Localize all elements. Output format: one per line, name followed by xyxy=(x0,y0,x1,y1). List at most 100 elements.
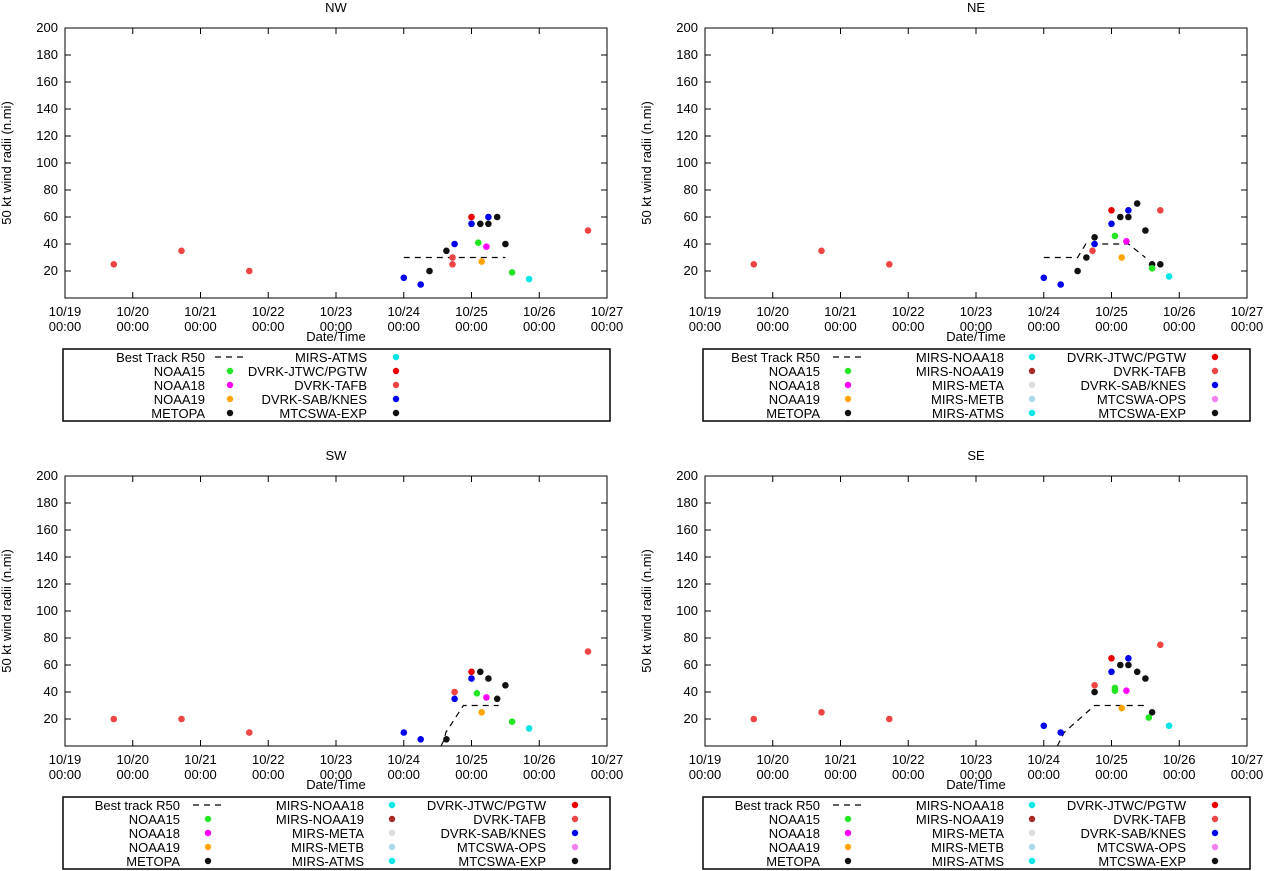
x-tick-time: 00:00 xyxy=(1231,319,1264,334)
x-tick-time: 00:00 xyxy=(49,319,82,334)
x-tick-time: 00:00 xyxy=(252,319,285,334)
x-tick-date: 10/21 xyxy=(184,304,217,319)
data-point-mtcswa-exp xyxy=(477,220,484,228)
data-point-mtcswa-exp xyxy=(443,247,450,255)
y-tick-label: 100 xyxy=(676,603,698,618)
x-tick-date: 10/26 xyxy=(1163,304,1196,319)
data-point-dvrk-jtwc-pgtw xyxy=(468,213,475,221)
x-tick-date: 10/20 xyxy=(756,304,789,319)
legend-dot-swatch xyxy=(1211,353,1219,361)
legend-box xyxy=(702,348,1251,422)
data-point-mtcswa-exp xyxy=(1133,668,1141,676)
legend-label: DVRK-SAB/KNES xyxy=(1081,378,1187,393)
data-point-dvrk-sab-knes xyxy=(1091,240,1098,248)
x-tick-date: 10/26 xyxy=(1163,752,1196,767)
x-tick-time: 00:00 xyxy=(387,319,420,334)
x-tick-time: 00:00 xyxy=(1095,767,1128,782)
y-tick-label: 140 xyxy=(36,101,58,116)
legend-label: MIRS-METB xyxy=(931,392,1004,407)
legend-dot-swatch xyxy=(1211,829,1219,837)
data-point-dvrk-tafb xyxy=(818,709,825,716)
x-tick-time: 00:00 xyxy=(892,319,925,334)
legend-label: MIRS-METB xyxy=(931,840,1004,855)
data-point-dvrk-jtwc-pgtw xyxy=(1108,207,1115,214)
data-point-dvrk-sab-knes xyxy=(417,281,425,288)
data-point-noaa15 xyxy=(1145,714,1153,721)
plot-frame xyxy=(64,27,608,299)
legend-label: MIRS-NOAA18 xyxy=(916,798,1004,813)
x-tick-date: 10/27 xyxy=(1231,304,1264,319)
y-tick-label: 200 xyxy=(676,468,698,483)
legend-label: Best track R50 xyxy=(95,798,180,813)
legend-dot-swatch xyxy=(392,367,400,375)
y-tick-label: 180 xyxy=(36,495,58,510)
legend-dot-swatch xyxy=(1211,843,1219,851)
data-point-mtcswa-exp xyxy=(1125,213,1132,221)
y-tick-label: 120 xyxy=(36,576,58,591)
x-tick-date: 10/21 xyxy=(824,304,857,319)
legend-label: MIRS-METB xyxy=(291,840,364,855)
y-tick-label: 100 xyxy=(36,155,58,170)
legend-label: Best Track R50 xyxy=(731,350,820,365)
x-tick-time: 00:00 xyxy=(455,767,488,782)
x-axis-label: Date/Time xyxy=(306,329,365,344)
legend-dot-swatch xyxy=(392,353,400,361)
y-tick-label: 80 xyxy=(44,630,58,645)
y-tick-label: 80 xyxy=(684,182,698,197)
x-tick-time: 00:00 xyxy=(116,767,149,782)
legend-label: DVRK-TAFB xyxy=(1113,364,1186,379)
legend-dot-swatch xyxy=(844,409,852,417)
y-tick-label: 100 xyxy=(676,155,698,170)
legend-label: MTCSWA-EXP xyxy=(279,406,367,421)
legend-label: NOAA18 xyxy=(154,378,205,393)
legend-dot-swatch xyxy=(844,829,852,837)
legend-label: NOAA18 xyxy=(769,826,820,841)
legend-label: MTCSWA-EXP xyxy=(1098,854,1186,869)
x-tick-date: 10/23 xyxy=(320,304,353,319)
legend-dot-swatch xyxy=(388,815,396,823)
legend-label: MIRS-NOAA19 xyxy=(276,812,364,827)
data-point-noaa19 xyxy=(1118,254,1125,261)
legend-label: METOPA xyxy=(766,406,820,421)
x-tick-date: 10/24 xyxy=(387,752,420,767)
x-tick-time: 00:00 xyxy=(523,319,556,334)
data-point-mtcswa-exp xyxy=(1133,200,1141,207)
legend-label: METOPA xyxy=(766,854,820,869)
legend-dot-swatch xyxy=(1028,801,1036,809)
legend-dot-swatch xyxy=(1028,829,1036,837)
x-tick-time: 00:00 xyxy=(824,767,857,782)
data-point-mtcswa-exp xyxy=(426,267,433,275)
x-tick-time: 00:00 xyxy=(320,319,353,334)
x-tick-date: 10/25 xyxy=(455,752,488,767)
x-tick-date: 10/19 xyxy=(689,304,722,319)
legend-label: Best track R50 xyxy=(735,798,820,813)
x-tick-time: 00:00 xyxy=(1027,767,1060,782)
legend-label: MIRS-NOAA19 xyxy=(916,812,1004,827)
data-point-dvrk-sab-knes xyxy=(1040,274,1048,282)
data-point-dvrk-tafb xyxy=(178,247,185,255)
x-axis-label: Date/Time xyxy=(946,329,1005,344)
data-point-mtcswa-exp xyxy=(1091,688,1098,696)
legend-dot-swatch xyxy=(844,395,852,403)
legend-box xyxy=(702,796,1251,870)
y-tick-label: 180 xyxy=(676,47,698,62)
data-point-dvrk-tafb xyxy=(584,227,592,234)
data-point-mirs-atms xyxy=(525,275,533,283)
y-tick-label: 140 xyxy=(676,549,698,564)
y-tick-label: 160 xyxy=(36,74,58,89)
x-tick-date: 10/22 xyxy=(892,304,925,319)
data-point-dvrk-sab-knes xyxy=(417,736,425,743)
y-tick-label: 20 xyxy=(44,263,58,278)
data-point-dvrk-sab-knes xyxy=(1108,668,1115,676)
legend-dot-swatch xyxy=(204,843,212,851)
legend-label: NOAA18 xyxy=(769,378,820,393)
x-tick-date: 10/20 xyxy=(116,304,149,319)
y-tick-label: 60 xyxy=(44,657,58,672)
y-tick-label: 40 xyxy=(44,236,58,251)
legend-dot-swatch xyxy=(1028,367,1036,375)
y-tick-label: 200 xyxy=(676,20,698,35)
chart-panel-ne: NE2001801601401201008060402010/1900:0010… xyxy=(639,0,1264,422)
legend-label: DVRK-JTWC/PGTW xyxy=(248,364,368,379)
legend-dot-swatch xyxy=(392,409,400,417)
